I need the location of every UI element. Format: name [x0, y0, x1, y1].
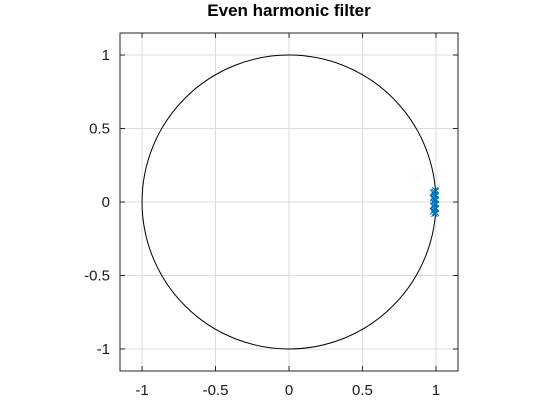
y-tick-label: -1: [97, 341, 110, 358]
grid-lines: [120, 33, 458, 371]
pole-marker: [429, 194, 437, 202]
x-tick-label: 1: [432, 382, 440, 399]
x-tick-label: 0: [285, 382, 293, 399]
pole-marker: [429, 202, 437, 210]
pole-markers: [429, 186, 440, 218]
chart-title: Even harmonic filter: [207, 1, 371, 20]
pole-marker: [429, 189, 437, 196]
y-tick-label: -0.5: [84, 267, 110, 284]
tick-labels: -1 -0.5 0 0.5 1 1 0.5 0 -0.5 -1: [84, 47, 440, 399]
y-tick-label: 0.5: [89, 121, 110, 138]
x-tick-label: 0.5: [352, 382, 373, 399]
x-tick-label: -1: [135, 382, 148, 399]
y-tick-label: 0: [102, 194, 110, 211]
y-tick-label: 1: [102, 47, 110, 64]
axis-ticks: [120, 33, 458, 371]
x-tick-label: -0.5: [203, 382, 229, 399]
pole-marker: [429, 208, 437, 215]
